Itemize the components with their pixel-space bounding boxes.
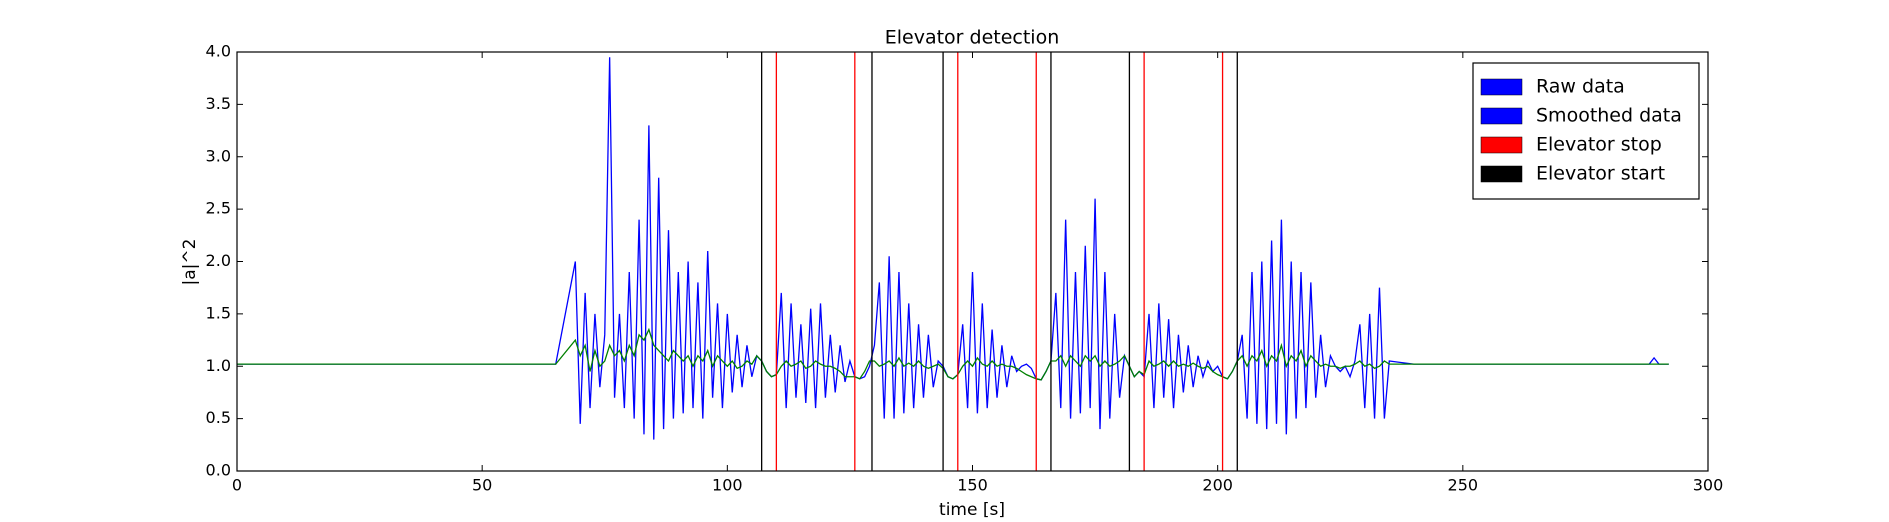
legend-swatch (1480, 107, 1523, 125)
y-tick-label: 2.5 (206, 199, 231, 218)
chart-title: Elevator detection (885, 27, 1060, 49)
x-tick-label: 300 (1693, 476, 1724, 495)
y-tick-label: 1.5 (206, 303, 231, 322)
data-line (237, 57, 1669, 440)
x-axis-label: time [s] (939, 500, 1005, 520)
data-line (237, 327, 1669, 381)
legend-label: Elevator start (1536, 163, 1665, 185)
y-tick-label: 3.5 (206, 94, 231, 113)
y-axis-label: |a|^2 (180, 239, 200, 286)
x-tick-label: 50 (472, 476, 492, 495)
y-tick-label: 1.0 (206, 356, 231, 375)
y-tick-label: 2.0 (206, 251, 231, 270)
y-tick-label: 0.5 (206, 408, 231, 427)
x-tick-label: 0 (232, 476, 242, 495)
legend-label: Raw data (1536, 76, 1625, 98)
x-tick-label: 200 (1202, 476, 1233, 495)
x-tick-label: 250 (1448, 476, 1479, 495)
legend-swatch (1480, 136, 1523, 154)
legend-swatch (1480, 78, 1523, 96)
legend-label: Elevator stop (1536, 134, 1662, 156)
legend-label: Smoothed data (1536, 105, 1682, 127)
y-tick-label: 3.0 (206, 146, 231, 165)
legend-swatch (1480, 165, 1523, 183)
y-tick-label: 0.0 (206, 461, 231, 480)
x-tick-label: 100 (712, 476, 743, 495)
x-tick-label: 150 (957, 476, 988, 495)
y-tick-label: 4.0 (206, 42, 231, 61)
